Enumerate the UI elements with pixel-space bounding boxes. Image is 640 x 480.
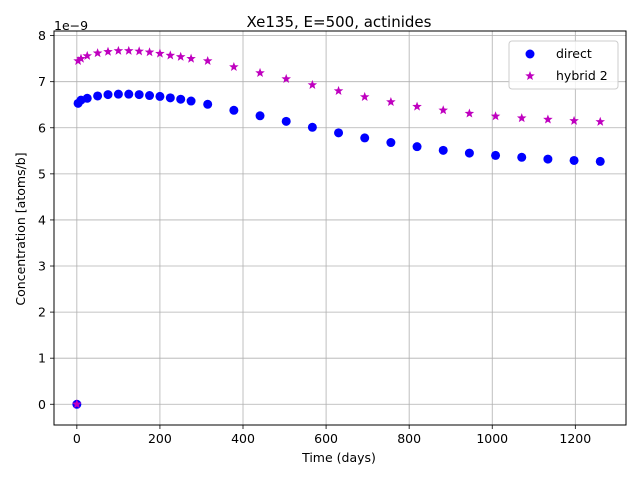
- data-point-direct: [569, 155, 579, 165]
- data-point-direct: [176, 94, 186, 104]
- plot-area-frame: [53, 30, 627, 426]
- y-tick-label: 8: [38, 28, 46, 43]
- data-point-direct: [412, 142, 422, 152]
- data-point-direct: [517, 152, 527, 162]
- data-point-hybrid-2: [175, 51, 186, 61]
- data-point-direct: [386, 138, 396, 148]
- y-tick-label: 0: [38, 397, 46, 412]
- data-point-direct: [595, 156, 605, 166]
- legend-box: [508, 40, 619, 90]
- legend-label-hybrid-2: hybrid 2: [556, 68, 608, 83]
- legend-marker-direct: [525, 49, 535, 59]
- data-point-direct: [124, 89, 134, 99]
- data-point-direct: [464, 148, 474, 158]
- y-tick-label: 3: [38, 259, 46, 274]
- x-tick-label: 1200: [559, 431, 591, 446]
- data-point-direct: [82, 93, 92, 103]
- data-point-hybrid-2: [202, 55, 213, 65]
- data-point-hybrid-2: [386, 96, 396, 107]
- data-point-direct: [145, 91, 155, 101]
- chart-title: Xe135, E=500, actinides: [247, 13, 432, 31]
- axis-ticks: 0 200 400 600 800 1000 1200 0 1 2 3 4 5 6 7 8: [38, 28, 591, 446]
- y-axis-label: Concentration [atoms/b]: [13, 152, 28, 305]
- data-point-direct: [186, 96, 196, 106]
- data-point-hybrid-2: [569, 115, 579, 125]
- data-point-hybrid-2: [595, 116, 605, 126]
- data-point-hybrid-2: [92, 48, 103, 58]
- y-tick-label: 4: [38, 212, 46, 227]
- y-tick-label: 6: [38, 120, 46, 135]
- data-point-direct: [203, 99, 213, 109]
- data-point-hybrid-2: [255, 67, 265, 77]
- data-point-hybrid-2: [490, 111, 501, 121]
- data-point-direct: [134, 90, 144, 100]
- data-point-hybrid-2: [124, 45, 134, 55]
- data-point-direct: [543, 154, 553, 164]
- x-tick-label: 200: [148, 431, 172, 446]
- data-point-hybrid-2: [438, 105, 448, 115]
- data-point-hybrid-2: [103, 46, 113, 56]
- x-tick-label: 400: [231, 431, 255, 446]
- legend: direct hybrid 2: [508, 40, 619, 90]
- x-axis-label: Time (days): [301, 450, 376, 465]
- data-point-hybrid-2: [144, 47, 155, 57]
- data-point-hybrid-2: [134, 46, 144, 56]
- y-tick-label: 7: [38, 74, 46, 89]
- data-point-hybrid-2: [165, 50, 176, 60]
- y-offset-text: 1e−9: [54, 18, 88, 33]
- data-point-direct: [113, 89, 123, 99]
- data-point-direct: [360, 133, 370, 143]
- data-point-hybrid-2: [464, 108, 475, 118]
- data-series: [72, 45, 605, 409]
- data-point-hybrid-2: [72, 399, 82, 409]
- y-tick-label: 2: [38, 305, 46, 320]
- grid-lines: [54, 31, 626, 425]
- data-point-direct: [103, 90, 113, 100]
- data-point-hybrid-2: [155, 48, 165, 58]
- series-hybrid-2: [72, 45, 605, 409]
- data-point-direct: [155, 91, 165, 101]
- data-point-hybrid-2: [186, 53, 196, 63]
- data-point-hybrid-2: [229, 61, 239, 71]
- data-point-direct: [334, 128, 344, 138]
- data-point-hybrid-2: [82, 50, 92, 60]
- data-point-direct: [165, 93, 175, 103]
- data-point-direct: [438, 145, 448, 155]
- y-tick-label: 1: [38, 351, 46, 366]
- y-tick-label: 5: [38, 166, 46, 181]
- data-point-hybrid-2: [113, 45, 124, 55]
- data-point-hybrid-2: [76, 53, 86, 63]
- legend-label-direct: direct: [556, 46, 592, 61]
- data-point-direct: [491, 150, 501, 160]
- data-point-hybrid-2: [73, 55, 83, 65]
- data-point-hybrid-2: [307, 79, 318, 89]
- x-tick-label: 800: [397, 431, 421, 446]
- series-direct: [72, 89, 605, 409]
- data-point-hybrid-2: [412, 101, 422, 111]
- data-point-hybrid-2: [359, 91, 370, 101]
- x-tick-label: 600: [314, 431, 338, 446]
- data-point-direct: [93, 91, 103, 101]
- data-point-hybrid-2: [543, 114, 553, 124]
- x-tick-label: 0: [73, 431, 81, 446]
- data-point-hybrid-2: [516, 113, 527, 123]
- data-point-hybrid-2: [281, 73, 291, 83]
- legend-marker-hybrid-2: [525, 71, 535, 81]
- data-point-direct: [229, 105, 239, 115]
- data-point-direct: [255, 111, 265, 121]
- x-tick-label: 1000: [476, 431, 508, 446]
- data-point-direct: [281, 116, 291, 126]
- data-point-direct: [307, 122, 317, 132]
- data-point-hybrid-2: [333, 85, 344, 95]
